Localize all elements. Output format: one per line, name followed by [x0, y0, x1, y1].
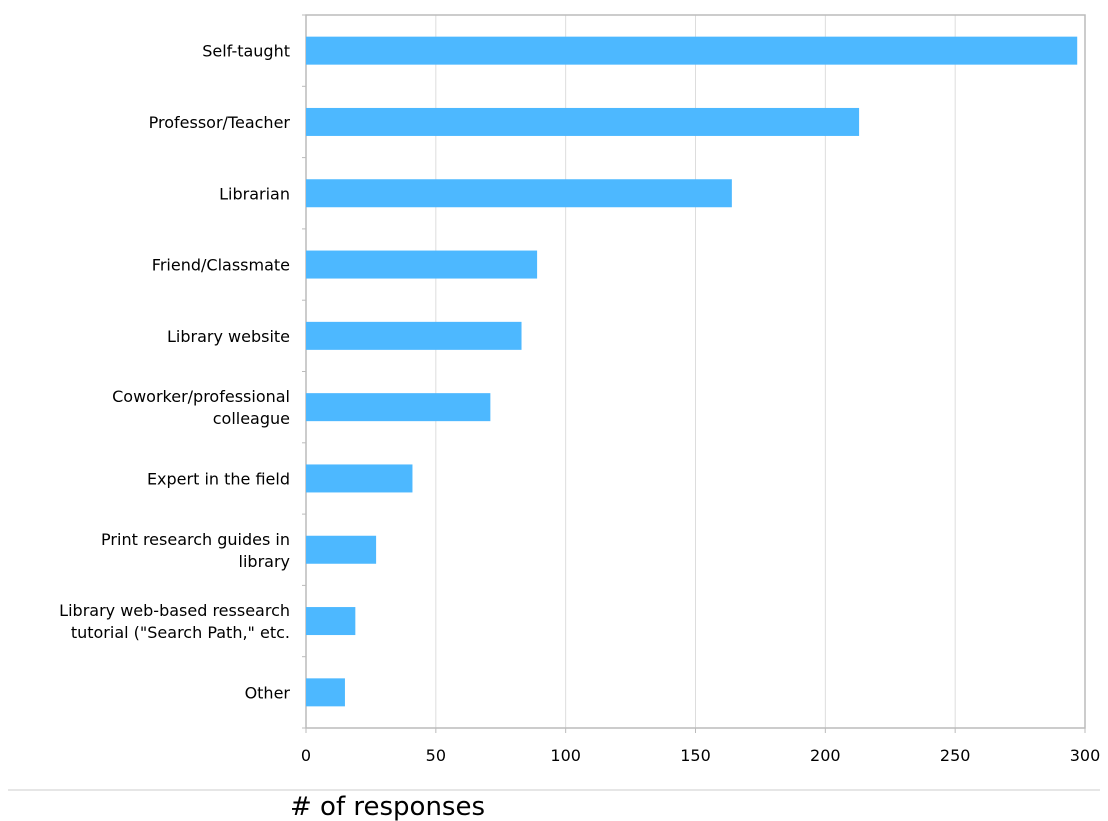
category-label-line: Friend/Classmate — [152, 256, 290, 275]
category-label-line: Library website — [167, 327, 290, 346]
x-tick-label: 200 — [810, 746, 841, 765]
category-label: Self-taught — [202, 42, 290, 61]
x-tick-label: 150 — [680, 746, 711, 765]
category-label-line: Other — [245, 683, 291, 702]
category-label-line: library — [239, 552, 290, 571]
category-label: Print research guides in library — [101, 530, 290, 571]
x-tick-label: 0 — [301, 746, 311, 765]
bar — [306, 107, 860, 136]
category-label: Coworker/professional colleague — [112, 387, 290, 428]
category-label-line: tutorial ("Search Path," etc. — [71, 623, 290, 642]
category-label-line: Coworker/professional — [112, 387, 290, 406]
category-labels: Self-taught Professor/Teacher Librarian Fri… — [59, 42, 290, 703]
x-axis-title: # of responses — [290, 792, 485, 821]
x-tick-label: 250 — [940, 746, 971, 765]
bar — [306, 678, 345, 707]
category-label: Librarian — [219, 184, 290, 203]
category-label-line: Print research guides in — [101, 530, 290, 549]
bars — [306, 36, 1078, 707]
x-tick-label: 100 — [550, 746, 581, 765]
category-label-line: Expert in the field — [147, 469, 290, 488]
bar — [306, 535, 377, 564]
bar — [306, 607, 356, 636]
category-label-line: Librarian — [219, 184, 290, 203]
plot-frame — [305, 14, 1086, 729]
bar — [306, 36, 1078, 65]
bar — [306, 179, 732, 208]
bar — [306, 464, 413, 493]
category-label: Library website — [167, 327, 290, 346]
category-label: Library web-based ressearch tutorial ("Se… — [59, 601, 290, 642]
category-label: Friend/Classmate — [152, 256, 290, 275]
bar — [306, 250, 538, 279]
category-label-line: Professor/Teacher — [149, 113, 291, 132]
x-tick-label: 300 — [1070, 746, 1101, 765]
bar — [306, 393, 491, 422]
category-label: Professor/Teacher — [149, 113, 291, 132]
category-label: Other — [245, 683, 291, 702]
x-tick-labels: 0 50 100 150 200 250 300 — [301, 746, 1100, 765]
category-label-line: Self-taught — [202, 42, 290, 61]
category-label-line: colleague — [213, 409, 290, 428]
category-label: Expert in the field — [147, 469, 290, 488]
bar — [306, 321, 522, 350]
category-label-line: Library web-based ressearch — [59, 601, 290, 620]
x-tick-label: 50 — [426, 746, 446, 765]
